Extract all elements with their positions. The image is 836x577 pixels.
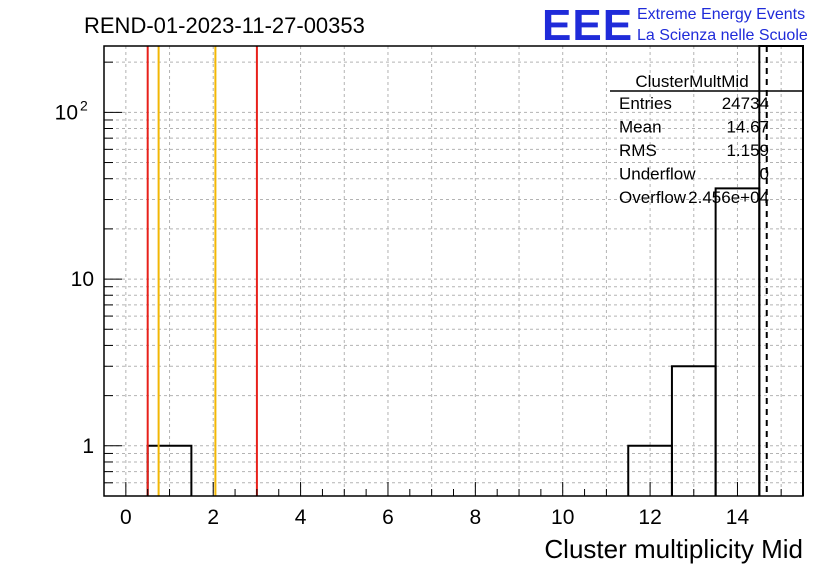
stats-value: 24734 xyxy=(722,94,769,113)
stats-value: 0 xyxy=(760,165,769,184)
y-tick-label: 10 xyxy=(55,101,78,124)
threshold-lines xyxy=(146,46,768,496)
x-axis-title: Cluster multiplicity Mid xyxy=(544,534,803,564)
stats-value: 2.456e+04 xyxy=(688,188,769,207)
stats-label: Underflow xyxy=(619,165,696,184)
stats-label: Entries xyxy=(619,94,672,113)
logo-line-1: Extreme Energy Events xyxy=(637,6,805,23)
y-tick-label: 10 xyxy=(71,268,94,291)
stats-value: 14.67 xyxy=(726,118,769,137)
logo-line-2: La Scienza nelle Scuole xyxy=(637,27,808,44)
stats-title: ClusterMultMid xyxy=(635,72,748,91)
x-tick-label: 8 xyxy=(470,506,482,529)
stats-label: Overflow xyxy=(619,188,687,207)
stats-label: Mean xyxy=(619,118,662,137)
y-tick-label-exponent: 2 xyxy=(80,97,88,113)
x-axis: 0 2 4 6 8 10 12 14 xyxy=(103,482,804,529)
eee-logo: EEE xyxy=(542,1,633,50)
x-tick-label: 0 xyxy=(120,506,132,529)
x-tick-label: 10 xyxy=(551,506,574,529)
x-tick-label: 14 xyxy=(726,506,750,529)
grid xyxy=(104,46,803,496)
x-tick-label: 6 xyxy=(382,506,394,529)
run-title: REND-01-2023-11-27-00353 xyxy=(84,13,365,38)
x-tick-label: 12 xyxy=(638,506,661,529)
x-tick-label: 2 xyxy=(207,506,219,529)
x-tick-label: 4 xyxy=(295,506,307,529)
stats-value: 1.159 xyxy=(726,141,769,160)
y-tick-label: 1 xyxy=(82,435,94,458)
stats-label: RMS xyxy=(619,141,657,160)
stats-box: ClusterMultMid Entries 24734 Mean 14.67 RMS 1… xyxy=(610,72,803,207)
